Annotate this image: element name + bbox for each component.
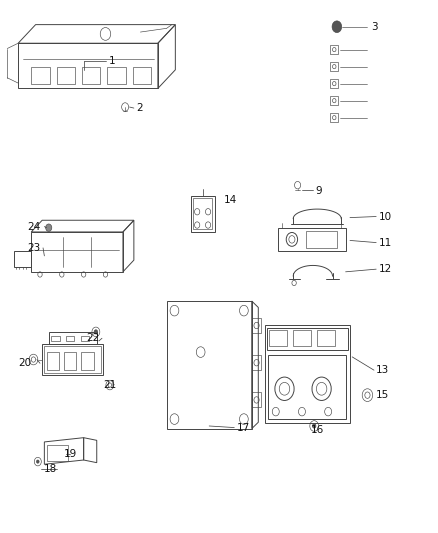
Bar xyxy=(46,445,68,461)
Bar xyxy=(107,67,126,84)
Bar xyxy=(42,344,103,375)
Bar xyxy=(51,336,60,341)
Bar xyxy=(81,336,89,341)
Bar xyxy=(191,196,215,232)
Bar xyxy=(166,301,252,429)
Circle shape xyxy=(332,21,342,33)
Text: 14: 14 xyxy=(223,195,237,205)
Bar xyxy=(44,346,101,373)
Bar xyxy=(193,198,212,229)
Text: 12: 12 xyxy=(378,264,392,274)
Bar xyxy=(82,67,100,84)
Text: 15: 15 xyxy=(376,390,389,400)
Bar xyxy=(330,113,338,123)
Bar xyxy=(293,330,311,346)
Bar xyxy=(57,67,75,84)
Bar xyxy=(66,336,74,341)
Bar xyxy=(269,330,287,346)
Bar xyxy=(81,352,94,370)
Bar xyxy=(330,96,338,106)
Bar xyxy=(267,328,348,351)
Text: 1: 1 xyxy=(109,56,116,66)
Bar xyxy=(49,332,97,344)
Bar xyxy=(252,392,261,407)
Text: 23: 23 xyxy=(27,243,40,253)
Text: 16: 16 xyxy=(311,425,324,435)
Text: 21: 21 xyxy=(103,379,117,390)
Bar xyxy=(317,330,335,346)
Bar xyxy=(268,356,346,419)
Text: 22: 22 xyxy=(86,333,99,343)
Text: 9: 9 xyxy=(315,186,321,196)
Bar xyxy=(252,318,261,333)
Circle shape xyxy=(36,460,39,463)
Circle shape xyxy=(46,224,52,231)
Circle shape xyxy=(312,424,316,428)
Bar xyxy=(306,231,337,248)
Text: 19: 19 xyxy=(64,449,77,458)
Text: 18: 18 xyxy=(43,464,57,473)
Text: 17: 17 xyxy=(237,423,250,433)
Text: 10: 10 xyxy=(378,212,392,222)
Text: 20: 20 xyxy=(18,358,31,368)
Bar xyxy=(252,356,261,370)
Bar xyxy=(278,228,346,251)
Bar xyxy=(330,79,338,88)
Text: 24: 24 xyxy=(27,222,40,232)
Circle shape xyxy=(94,330,98,334)
Bar xyxy=(330,62,338,71)
Bar xyxy=(46,352,59,370)
Bar xyxy=(265,325,350,423)
Bar xyxy=(31,67,49,84)
Text: 13: 13 xyxy=(376,365,389,375)
Bar xyxy=(64,352,76,370)
Bar xyxy=(133,67,151,84)
Text: 2: 2 xyxy=(136,103,143,113)
Text: 3: 3 xyxy=(371,22,378,32)
Text: 11: 11 xyxy=(378,238,392,247)
Bar xyxy=(330,45,338,54)
